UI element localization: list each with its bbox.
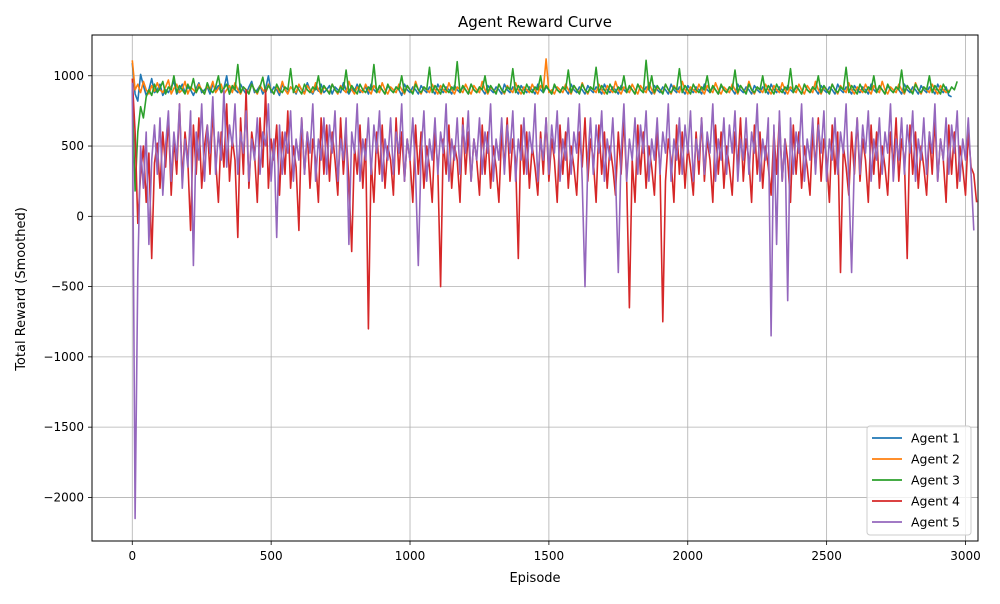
y-tick-label: 500 (61, 139, 84, 153)
x-tick-label: 2500 (811, 549, 842, 563)
y-tick-label: 1000 (53, 69, 84, 83)
series-line-agent-5 (131, 82, 975, 520)
chart-title: Agent Reward Curve (458, 13, 612, 31)
x-tick-label: 3000 (950, 549, 981, 563)
x-tick-label: 1500 (534, 549, 565, 563)
legend-label-agent-2: Agent 2 (911, 452, 960, 467)
legend-label-agent-5: Agent 5 (911, 515, 960, 530)
y-tick-label: −1500 (43, 420, 84, 434)
tick-layer: 0 500 1000 1500 2000 2500 3000 −2000 −1500 −1000 −… (43, 69, 980, 563)
y-tick-label: −500 (51, 280, 84, 294)
x-tick-label: 2000 (672, 549, 703, 563)
legend: Agent 1 Agent 2 Agent 3 Agent 4 Agent 5 (866, 425, 972, 536)
grid-layer (92, 35, 978, 541)
x-axis-label: Episode (509, 571, 560, 586)
y-tick-label: −2000 (43, 490, 84, 504)
series-line-agent-2 (131, 58, 950, 95)
y-tick-label: 0 (76, 209, 84, 223)
plot-frame (91, 34, 979, 542)
legend-label-agent-3: Agent 3 (911, 473, 960, 488)
legend-frame (866, 425, 972, 536)
legend-label-agent-1: Agent 1 (911, 431, 960, 446)
y-tick-label: −1000 (43, 350, 84, 364)
y-axis-label: Total Reward (Smoothed) (14, 207, 29, 372)
x-tick-label: 1000 (395, 549, 426, 563)
x-tick-label: 0 (128, 549, 136, 563)
legend-label-agent-4: Agent 4 (911, 494, 960, 509)
x-tick-label: 500 (260, 549, 283, 563)
series-layer (131, 58, 978, 520)
series-line-agent-3 (131, 59, 958, 192)
